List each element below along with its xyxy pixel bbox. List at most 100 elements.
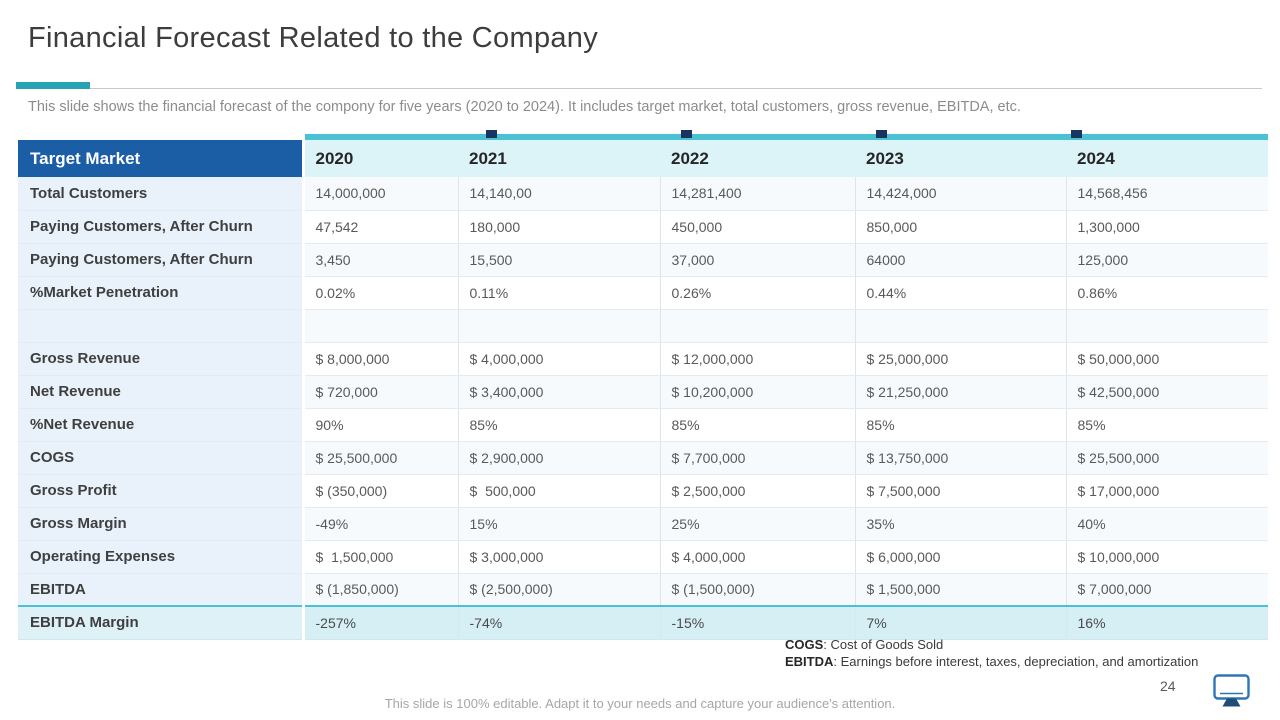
row-label-cell: COGS xyxy=(18,441,305,475)
value-cell: $ 50,000,000 xyxy=(1065,342,1268,376)
forecast-table-body: Total Customers 14,000,000 14,140,00 14,281… xyxy=(18,177,1268,640)
page-title: Financial Forecast Related to the Compan… xyxy=(28,22,599,54)
value-cell xyxy=(302,309,458,343)
value-cell: $ 25,000,000 xyxy=(854,342,1066,376)
footer-note: This slide is 100% editable. Adapt it to… xyxy=(384,696,896,711)
table-row: Paying Customers, After Churn 3,450 15,500… xyxy=(18,243,1268,277)
value-cell: 0.11% xyxy=(457,276,660,310)
table-header-2020: 2020 xyxy=(303,134,458,177)
value-cell: $ (350,000) xyxy=(302,474,458,508)
value-cell: 14,000,000 xyxy=(302,177,458,211)
value-cell: 25% xyxy=(659,507,855,541)
table-row: COGS $ 25,500,000 $ 2,900,000 $ 7,700,000 $ … xyxy=(18,441,1268,475)
table-row: Gross Profit $ (350,000) $ 500,000 $ 2,500,… xyxy=(18,474,1268,508)
value-cell: $ 720,000 xyxy=(302,375,458,409)
table-row: Net Revenue $ 720,000 $ 3,400,000 $ 10,200,… xyxy=(18,375,1268,409)
value-cell: $ 1,500,000 xyxy=(302,540,458,574)
value-cell xyxy=(1065,309,1268,343)
legend-ebitda-term: EBITDA xyxy=(785,653,834,669)
table-header-2024: 2024 xyxy=(1066,134,1268,177)
value-cell: $ 3,000,000 xyxy=(457,540,660,574)
row-label-cell: Gross Revenue xyxy=(18,342,305,376)
value-cell: 37,000 xyxy=(659,243,855,277)
value-cell: 47,542 xyxy=(302,210,458,244)
value-cell: $ 10,200,000 xyxy=(659,375,855,409)
value-cell: $ 1,500,000 xyxy=(854,573,1066,607)
value-cell: 15% xyxy=(457,507,660,541)
table-row: %Net Revenue 90% 85% 85% 85% 85% xyxy=(18,408,1268,442)
value-cell: 40% xyxy=(1065,507,1268,541)
value-cell: -49% xyxy=(302,507,458,541)
value-cell: $ (1,500,000) xyxy=(659,573,855,607)
value-cell: $ 2,900,000 xyxy=(457,441,660,475)
legend-ebitda-definition: : Earnings before interest, taxes, depre… xyxy=(833,653,1199,669)
value-cell: $ 10,000,000 xyxy=(1065,540,1268,574)
row-label-cell: Paying Customers, After Churn xyxy=(18,243,305,277)
title-divider xyxy=(16,82,1262,89)
table-row: Total Customers 14,000,000 14,140,00 14,281… xyxy=(18,177,1268,211)
value-cell: 0.02% xyxy=(302,276,458,310)
value-cell: $ 500,000 xyxy=(457,474,660,508)
row-label-cell: EBITDA Margin xyxy=(18,605,305,640)
value-cell: $ 25,500,000 xyxy=(302,441,458,475)
legend-cogs-term: COGS xyxy=(785,637,824,652)
value-cell: $ 7,000,000 xyxy=(1065,573,1268,607)
value-cell: $ (2,500,000) xyxy=(457,573,660,607)
value-cell: $ 13,750,000 xyxy=(854,441,1066,475)
legend-ebitda: EBITDA: Earnings before interest, taxes,… xyxy=(785,654,1198,671)
column-divider-marker xyxy=(876,130,887,138)
table-header-2023: 2023 xyxy=(855,134,1066,177)
value-cell: $ 7,500,000 xyxy=(854,474,1066,508)
value-cell: $ (1,850,000) xyxy=(302,573,458,607)
column-divider-marker xyxy=(1071,130,1082,138)
value-cell: $ 17,000,000 xyxy=(1065,474,1268,508)
value-cell: 14,281,400 xyxy=(659,177,855,211)
value-cell: -257% xyxy=(302,605,458,640)
value-cell: 0.26% xyxy=(659,276,855,310)
value-cell: $ 2,500,000 xyxy=(659,474,855,508)
table-row: Gross Margin -49% 15% 25% 35% 40% xyxy=(18,507,1268,541)
slide-subtitle: This slide shows the financial forecast … xyxy=(28,99,1021,115)
forecast-table: Target Market 2020 2021 2022 2023 2024 T… xyxy=(18,134,1268,640)
value-cell: 85% xyxy=(659,408,855,442)
value-cell: 15,500 xyxy=(457,243,660,277)
table-row: EBITDA $ (1,850,000) $ (2,500,000) $ (1,500… xyxy=(18,573,1268,607)
row-label-cell: Total Customers xyxy=(18,177,305,211)
page-number: 24 xyxy=(1160,678,1176,694)
value-cell: $ 7,700,000 xyxy=(659,441,855,475)
row-label-cell xyxy=(18,309,305,343)
table-row: Paying Customers, After Churn 47,542 180,0… xyxy=(18,210,1268,244)
value-cell: 85% xyxy=(457,408,660,442)
value-cell: 180,000 xyxy=(457,210,660,244)
value-cell: 14,424,000 xyxy=(854,177,1066,211)
table-header-row: Target Market 2020 2021 2022 2023 2024 xyxy=(18,134,1268,177)
value-cell xyxy=(457,309,660,343)
value-cell: $ 8,000,000 xyxy=(302,342,458,376)
value-cell: 125,000 xyxy=(1065,243,1268,277)
column-divider-marker xyxy=(681,130,692,138)
value-cell xyxy=(854,309,1066,343)
value-cell: 85% xyxy=(854,408,1066,442)
row-label-cell: %Net Revenue xyxy=(18,408,305,442)
table-row: Gross Revenue $ 8,000,000 $ 4,000,000 $ 12,… xyxy=(18,342,1268,376)
table-header-2021: 2021 xyxy=(458,134,660,177)
row-label-cell: %Market Penetration xyxy=(18,276,305,310)
value-cell: 450,000 xyxy=(659,210,855,244)
table-row-highlight: EBITDA Margin -257% -74% -15% 7% 16% xyxy=(18,605,1268,640)
value-cell: 90% xyxy=(302,408,458,442)
value-cell: $ 12,000,000 xyxy=(659,342,855,376)
value-cell: $ 3,400,000 xyxy=(457,375,660,409)
row-label-cell: Net Revenue xyxy=(18,375,305,409)
value-cell: 14,568,456 xyxy=(1065,177,1268,211)
value-cell: $ 21,250,000 xyxy=(854,375,1066,409)
row-label-cell: EBITDA xyxy=(18,573,305,607)
value-cell: $ 25,500,000 xyxy=(1065,441,1268,475)
row-label-cell: Operating Expenses xyxy=(18,540,305,574)
value-cell: 85% xyxy=(1065,408,1268,442)
table-row-spacer xyxy=(18,309,1268,343)
value-cell: 14,140,00 xyxy=(457,177,660,211)
table-row: Operating Expenses $ 1,500,000 $ 3,000,000… xyxy=(18,540,1268,574)
table-header-2022: 2022 xyxy=(660,134,855,177)
table-row: %Market Penetration 0.02% 0.11% 0.26% 0.44% 0… xyxy=(18,276,1268,310)
